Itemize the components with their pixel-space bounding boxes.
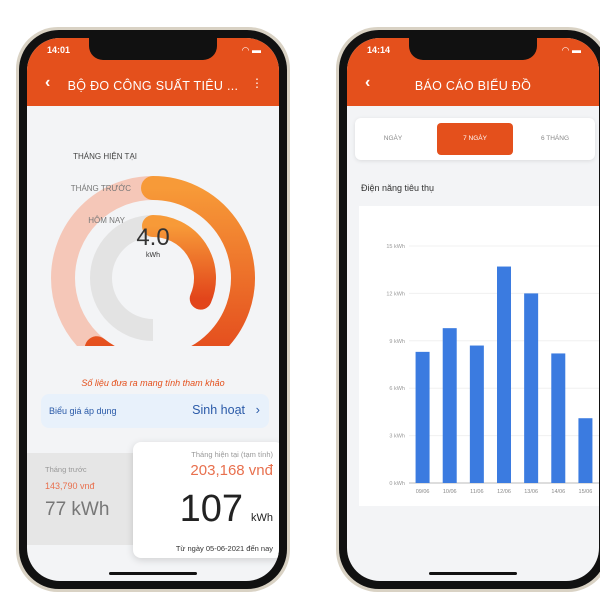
label-current-month: THÁNG HIỆN TẠI	[73, 152, 137, 161]
bar-14/06	[551, 353, 566, 483]
previous-cost: 143,790 vnđ	[45, 481, 95, 491]
reference-note: Số liệu đưa ra mang tính tham khảo	[81, 378, 225, 388]
tariff-value: Sinh hoạt	[192, 403, 245, 417]
y-tick-label: 12 kWh	[386, 291, 405, 297]
status-time: 14:14	[367, 45, 391, 55]
current-label: Tháng hiện tại (tạm tính)	[191, 450, 273, 459]
tab-day[interactable]: NGÀY	[383, 135, 403, 142]
tariff-label: Biểu giá áp dụng	[49, 406, 117, 416]
current-cost: 203,168 vnđ	[190, 462, 273, 479]
back-button[interactable]: ‹	[365, 74, 371, 91]
period-tabs: NGÀY 7 NGÀY 6 THÁNG	[355, 118, 595, 160]
x-tick-label: 10/06	[443, 489, 457, 495]
label-today: HÔM NAY	[88, 216, 125, 225]
tariff-row[interactable]: Biểu giá áp dụng Sinh hoạt ›	[41, 394, 269, 428]
consumption-gauge	[51, 176, 255, 346]
bar-12/06	[497, 266, 511, 483]
previous-energy: 77 kWh	[45, 499, 110, 520]
current-unit: kWh	[251, 512, 273, 524]
outer-ring-track	[51, 176, 154, 346]
back-button[interactable]: ‹	[45, 74, 51, 91]
left-phone: 14:01 ◠ ▬ ‹ BỘ ĐO CÔNG SUẤT TIÊU ... ⋮ T…	[16, 27, 290, 592]
tab-6-months[interactable]: 6 THÁNG	[540, 135, 570, 142]
bar-10/06	[442, 328, 457, 483]
x-tick-label: 14/06	[551, 489, 565, 495]
more-menu-icon[interactable]: ⋮	[251, 76, 263, 90]
y-tick-label: 15 kWh	[386, 244, 405, 250]
home-indicator	[429, 572, 517, 575]
current-month-ring	[85, 176, 255, 346]
chart-report-screen: 14:14 ◠ ▬ ‹ BÁO CÁO BIỂU ĐỒ NGÀY 7 NGÀY …	[347, 38, 599, 581]
bar-11/06	[469, 345, 484, 483]
bar-15/06	[578, 418, 593, 483]
today-value: 4.0	[136, 224, 170, 251]
bar-13/06	[524, 293, 539, 483]
x-tick-label: 13/06	[524, 489, 538, 495]
x-tick-label: 09/06	[416, 489, 430, 495]
current-since: Từ ngày 05-06-2021 đến nay	[175, 544, 273, 553]
notch	[89, 38, 217, 60]
right-phone: 14:14 ◠ ▬ ‹ BÁO CÁO BIỂU ĐỒ NGÀY 7 NGÀY …	[336, 27, 600, 592]
home-indicator	[109, 572, 197, 575]
notch	[409, 38, 537, 60]
y-tick-label: 6 kWh	[389, 386, 405, 392]
gauge-center: 4.0 kWh	[123, 224, 183, 259]
chevron-right-icon: ›	[255, 402, 260, 417]
y-tick-label: 3 kWh	[389, 434, 405, 440]
section-title: Điện năng tiêu thụ	[361, 183, 435, 193]
current-energy: 107	[179, 488, 243, 530]
current-month-card: Tháng hiện tại (tạm tính) 203,168 vnđ 10…	[133, 442, 279, 558]
chart-card: 0 kWh 3 kWh 6 kWh 9 kWh 12 kWh 15 kWh 09/06 10/…	[359, 206, 599, 506]
label-previous-month: THÁNG TRƯỚC	[70, 184, 131, 193]
x-tick-label: 12/06	[497, 489, 511, 495]
wifi-battery-icon: ◠ ▬	[561, 45, 581, 55]
today-unit: kWh	[146, 252, 160, 259]
consumption-bar-chart: 0 kWh 3 kWh 6 kWh 9 kWh 12 kWh 15 kWh 09/06 10/…	[386, 244, 599, 495]
previous-month-ring	[142, 215, 216, 310]
page-title: BỘ ĐO CÔNG SUẤT TIÊU ...	[67, 79, 239, 93]
page-title: BÁO CÁO BIỂU ĐỒ	[414, 79, 532, 93]
middle-ring-track	[90, 215, 154, 341]
x-tick-label: 11/06	[470, 489, 483, 495]
power-meter-screen: 14:01 ◠ ▬ ‹ BỘ ĐO CÔNG SUẤT TIÊU ... ⋮ T…	[27, 38, 279, 581]
previous-month-panel: Tháng trước 143,790 vnđ 77 kWh	[27, 453, 137, 545]
bar-09/06	[415, 351, 430, 483]
wifi-battery-icon: ◠ ▬	[241, 45, 261, 55]
tab-7-days[interactable]: 7 NGÀY	[437, 123, 513, 155]
y-tick-label: 9 kWh	[389, 339, 405, 345]
y-tick-label: 0 kWh	[389, 481, 405, 487]
x-tick-label: 15/06	[579, 489, 593, 495]
previous-label: Tháng trước	[45, 465, 87, 474]
status-time: 14:01	[47, 45, 71, 55]
